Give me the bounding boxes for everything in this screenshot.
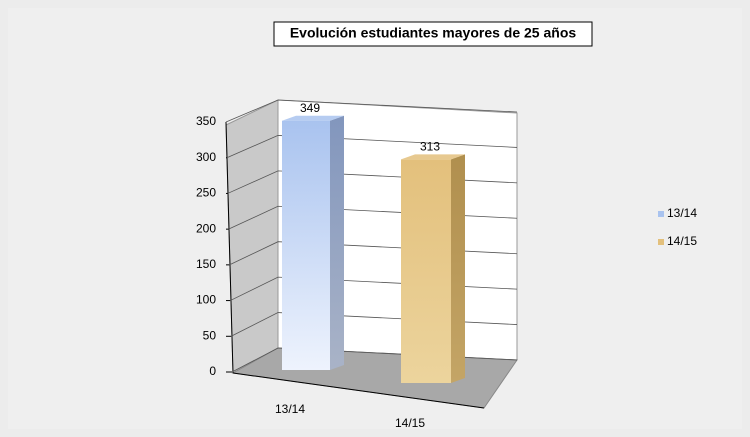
bar-side [451,154,465,383]
y-tick-label: 50 [203,328,217,342]
bar [282,120,330,370]
y-tick-label: 250 [196,186,216,200]
y-tick-label: 200 [196,221,216,235]
bar-side [330,115,344,370]
y-axis [225,121,234,374]
chart-title: Evolución estudiantes mayores de 25 años [290,25,577,41]
y-tick-label: 0 [209,364,216,378]
bar-top [401,154,465,160]
legend-label: 14/15 [667,234,697,248]
y-tick-label: 350 [196,114,216,128]
y-tick-label: 150 [196,257,216,271]
title-box [273,21,593,47]
x-axis [232,372,485,409]
legend-swatch [658,239,664,245]
side-wall [225,99,279,374]
y-tick-label: 100 [196,293,216,307]
data-label: 349 [300,101,320,115]
x-tick-label: 14/15 [395,416,425,430]
legend-label: 13/14 [667,206,697,220]
x-tick-label: 13/14 [275,402,305,416]
grid-line [225,99,518,123]
y-tick-label: 300 [196,150,216,164]
bar [401,159,451,383]
legend-swatch [658,211,664,217]
grid-line [226,135,518,159]
data-label: 313 [420,140,440,154]
bar-top [282,115,344,121]
